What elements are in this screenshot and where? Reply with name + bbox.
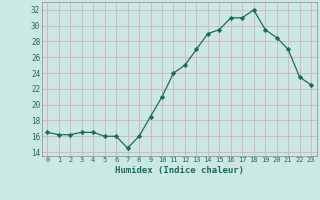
X-axis label: Humidex (Indice chaleur): Humidex (Indice chaleur) [115,166,244,175]
